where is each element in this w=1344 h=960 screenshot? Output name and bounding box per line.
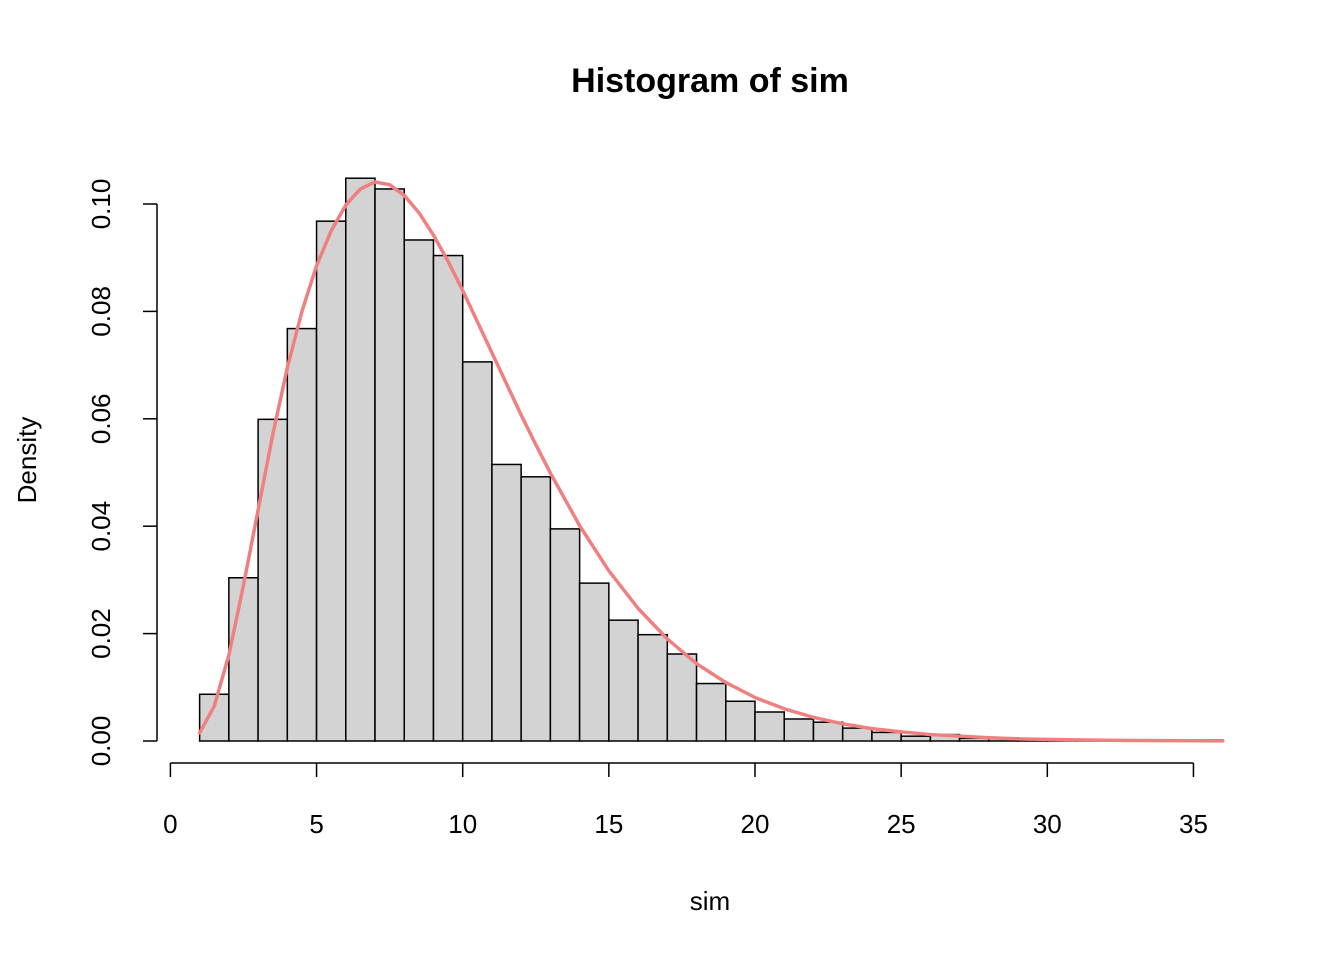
histogram-bar — [608, 619, 639, 742]
histogram-bar — [345, 177, 376, 742]
y-tick-label: 0.02 — [86, 608, 116, 659]
histogram-bar — [900, 735, 932, 742]
histogram-bar — [754, 711, 785, 742]
y-tick-label: 0.04 — [86, 501, 116, 552]
histogram-bar — [520, 476, 552, 742]
histogram-bars — [198, 177, 1224, 742]
histogram-bar — [841, 727, 873, 742]
y-axis-label: Density — [12, 417, 42, 504]
histogram-bar — [491, 463, 522, 742]
histogram-bar — [461, 361, 493, 742]
x-tick-label: 30 — [1033, 809, 1062, 839]
x-tick-label: 20 — [741, 809, 770, 839]
histogram-bar — [725, 700, 756, 742]
histogram-bar — [286, 327, 318, 742]
histogram-bar — [812, 721, 844, 742]
x-tick-label: 25 — [887, 809, 916, 839]
y-tick-label: 0.08 — [86, 286, 116, 337]
histogram-bar — [637, 633, 669, 742]
histogram-bar — [666, 653, 698, 742]
x-tick-label: 35 — [1179, 809, 1208, 839]
histogram-bar — [315, 220, 347, 742]
density-curve — [197, 180, 1225, 743]
x-axis-label: sim — [690, 886, 730, 916]
histogram-bar — [403, 239, 435, 742]
y-tick-label: 0.06 — [86, 393, 116, 444]
histogram-bar — [549, 528, 581, 742]
histogram-bar — [695, 682, 727, 742]
histogram-bar — [257, 418, 289, 742]
x-tick-label: 5 — [309, 809, 323, 839]
histogram-bar — [783, 718, 815, 742]
x-tick-label: 10 — [448, 809, 477, 839]
x-tick-label: 15 — [594, 809, 623, 839]
histogram-bar — [871, 731, 902, 742]
chart-title: Histogram of sim — [571, 62, 849, 100]
histogram-bar — [374, 188, 405, 742]
y-tick-label: 0.10 — [86, 179, 116, 230]
histogram-bar — [432, 254, 464, 742]
y-axis: 0.00 0.02 0.04 0.06 0.08 0.10 — [86, 179, 158, 767]
x-axis: 0 5 10 15 20 25 30 35 — [163, 762, 1208, 839]
histogram-bar — [578, 582, 610, 742]
y-tick-label: 0.00 — [86, 716, 116, 767]
x-tick-label: 0 — [163, 809, 177, 839]
histogram-bar — [228, 577, 259, 742]
